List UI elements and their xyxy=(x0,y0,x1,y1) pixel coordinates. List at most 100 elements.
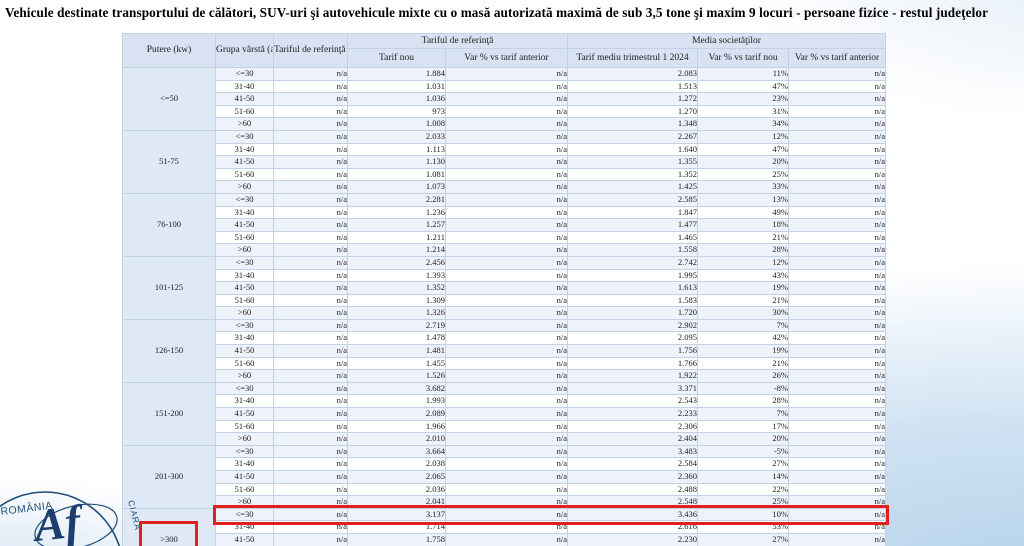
var-vs-prev-cell: n/a xyxy=(444,419,569,434)
var-vs-prev-cell: n/a xyxy=(444,432,569,446)
col-header-age-group: Grupa vârstă (ani) xyxy=(215,33,274,68)
var-vs-prev-cell: n/a xyxy=(444,180,569,194)
new-tariff-cell: 1.008 xyxy=(347,117,446,131)
new-tariff-cell: 1.113 xyxy=(347,142,446,157)
prev-ref-cell: n/a xyxy=(273,167,348,182)
col-group-ref: Tariful de referinţă xyxy=(346,33,569,49)
new-tariff-cell: 2.281 xyxy=(347,192,446,207)
new-tariff-cell: 2.089 xyxy=(347,407,446,421)
new-tariff-cell: 1.714 xyxy=(347,520,446,534)
var-vs-new-cell: 22% xyxy=(697,482,790,497)
var-vs-new-cell: 43% xyxy=(697,268,790,283)
var-vs-new-cell: 21% xyxy=(697,230,790,245)
var-vs-prev-cell: n/a xyxy=(444,470,569,484)
age-cell: 51-60 xyxy=(215,230,274,245)
prev-ref-cell: n/a xyxy=(273,92,348,106)
prev-ref-cell: n/a xyxy=(273,306,348,320)
table-row: 41-50 n/a 1.130 n/a 1.355 20% n/a xyxy=(123,155,887,169)
new-tariff-cell: 1.081 xyxy=(347,167,446,182)
table-row: 41-50 n/a 2.065 n/a 2.360 14% n/a xyxy=(123,470,887,484)
avg-q1-cell: 1.766 xyxy=(567,356,699,371)
var-vs-new-cell: 21% xyxy=(697,356,790,371)
avg-q1-cell: 2.360 xyxy=(567,470,699,484)
table-row: 41-50 n/a 1.036 n/a 1.272 23% n/a xyxy=(123,92,887,106)
var-vs-prev2-cell: n/a xyxy=(788,129,887,144)
new-tariff-cell: 1.481 xyxy=(347,344,446,358)
new-tariff-cell: 2.041 xyxy=(347,495,446,509)
avg-q1-cell: 2.548 xyxy=(567,495,699,509)
age-cell: 41-50 xyxy=(215,281,274,295)
age-cell: <=30 xyxy=(215,507,274,522)
var-vs-prev2-cell: n/a xyxy=(788,218,887,232)
var-vs-new-cell: 20% xyxy=(697,432,790,446)
new-tariff-cell: 1.393 xyxy=(347,268,446,283)
avg-q1-cell: 1.995 xyxy=(567,268,699,283)
prev-ref-cell: n/a xyxy=(273,218,348,232)
col-header-new-tariff: Tarif nou xyxy=(347,48,446,68)
new-tariff-cell: 1.211 xyxy=(347,230,446,245)
new-tariff-cell: 1.214 xyxy=(347,243,446,257)
age-cell: 31-40 xyxy=(215,79,274,94)
var-vs-prev-cell: n/a xyxy=(444,520,569,534)
var-vs-prev2-cell: n/a xyxy=(788,92,887,106)
var-vs-prev2-cell: n/a xyxy=(788,419,887,434)
avg-q1-cell: 2.230 xyxy=(567,532,699,546)
table-row: 126-150 <=30 n/a 2.719 n/a 2.902 7% n/a xyxy=(122,318,887,383)
avg-q1-cell: 3.371 xyxy=(567,381,699,396)
prev-ref-cell: n/a xyxy=(273,281,348,295)
var-vs-prev-cell: n/a xyxy=(444,192,569,207)
var-vs-new-cell: 42% xyxy=(697,331,790,346)
var-vs-prev-cell: n/a xyxy=(444,356,569,371)
new-tariff-cell: 2.033 xyxy=(347,129,446,144)
var-vs-prev-cell: n/a xyxy=(444,369,569,383)
prev-ref-cell: n/a xyxy=(273,369,348,383)
var-vs-prev-cell: n/a xyxy=(444,532,569,546)
var-vs-prev2-cell: n/a xyxy=(788,381,887,396)
var-vs-prev2-cell: n/a xyxy=(788,155,887,169)
avg-q1-cell: 1.583 xyxy=(567,293,699,308)
age-cell: 41-50 xyxy=(215,407,274,421)
var-vs-prev-cell: n/a xyxy=(444,92,569,106)
var-vs-prev2-cell: n/a xyxy=(788,432,887,446)
prev-ref-cell: n/a xyxy=(273,180,348,194)
table-row: 41-50 n/a 1.758 n/a 2.230 27% n/a xyxy=(123,532,887,546)
prev-ref-cell: n/a xyxy=(273,457,348,471)
logo-monogram: Af xyxy=(29,495,88,546)
var-vs-prev-cell: n/a xyxy=(444,318,569,333)
col-header-avg-q1: Tarif mediu trimestrul 1 2024 xyxy=(567,48,699,68)
var-vs-prev2-cell: n/a xyxy=(788,192,887,207)
prev-ref-cell: n/a xyxy=(273,318,348,333)
new-tariff-cell: 3.682 xyxy=(347,381,446,396)
age-cell: <=30 xyxy=(215,67,274,81)
var-vs-prev2-cell: n/a xyxy=(788,142,887,157)
var-vs-prev-cell: n/a xyxy=(444,117,569,131)
var-vs-prev2-cell: n/a xyxy=(788,180,887,194)
new-tariff-cell: 2.010 xyxy=(347,432,446,446)
table-row: 201-300 <=30 n/a 3.664 n/a 3.483 -5% n/a xyxy=(122,444,887,509)
new-tariff-cell: 1.884 xyxy=(347,67,446,81)
var-vs-new-cell: 25% xyxy=(697,167,790,182)
new-tariff-cell: 1.352 xyxy=(347,281,446,295)
var-vs-new-cell: 47% xyxy=(697,79,790,94)
table-row: 76-100 <=30 n/a 2.281 n/a 2.585 13% n/a xyxy=(122,192,887,257)
avg-q1-cell: 2.742 xyxy=(567,255,699,270)
var-vs-prev2-cell: n/a xyxy=(788,268,887,283)
prev-ref-cell: n/a xyxy=(273,356,348,371)
age-cell: <=30 xyxy=(215,255,274,270)
var-vs-prev2-cell: n/a xyxy=(788,117,887,131)
var-vs-prev-cell: n/a xyxy=(444,142,569,157)
table-row: 51-60 n/a 2.036 n/a 2.488 22% n/a xyxy=(123,482,887,497)
new-tariff-cell: 3.664 xyxy=(347,444,446,459)
table-row: 31-40 n/a 1.393 n/a 1.995 43% n/a xyxy=(123,268,887,283)
age-cell: 51-60 xyxy=(215,104,274,119)
var-vs-prev2-cell: n/a xyxy=(788,520,887,534)
var-vs-prev2-cell: n/a xyxy=(788,356,887,371)
table-row: >60 n/a 1.214 n/a 1.558 28% n/a xyxy=(123,243,887,257)
table-row: 41-50 n/a 1.257 n/a 1.477 18% n/a xyxy=(123,218,887,232)
age-cell: 31-40 xyxy=(215,394,274,409)
age-cell: 51-60 xyxy=(215,419,274,434)
power-cell: 51-75 xyxy=(122,129,216,194)
var-vs-prev-cell: n/a xyxy=(444,381,569,396)
avg-q1-cell: 1.922 xyxy=(567,369,699,383)
new-tariff-cell: 1.036 xyxy=(347,92,446,106)
